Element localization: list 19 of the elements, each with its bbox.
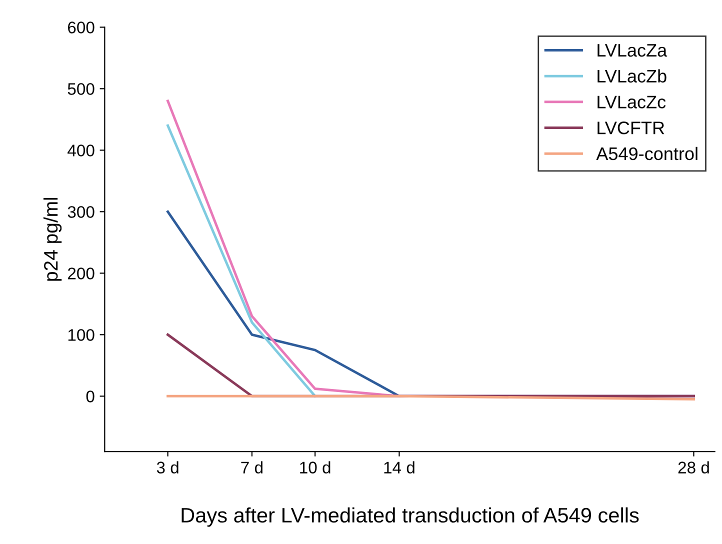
legend-label: A549-control [596,146,698,160]
y-tick-label: 300 [68,206,94,218]
x-tick-label: 14 d [384,461,414,474]
legend-label: LVLacZc [598,96,666,108]
x-tick-label: 10 d [300,461,330,474]
y-tick-label: 400 [68,144,94,156]
x-axis-title: Days after LV-mediated transduction of A549 cells [182,507,639,527]
x-tick-label: 28 d [678,461,709,474]
legend-label: LVLacZa [598,44,668,57]
x-tick-label: 3 d [156,461,178,474]
y-tick-label: 0 [86,390,94,402]
y-tick-label: 600 [68,22,94,34]
y-tick-label: 500 [68,83,94,95]
y-tick-label: 100 [68,329,94,341]
y-axis-title: p24 pg/ml [43,198,62,281]
x-tick-label: 7 d [241,461,262,474]
y-tick-label: 200 [68,268,94,280]
legend-label: LVCFTR [598,122,664,134]
legend-label: LVLacZb [598,69,666,83]
